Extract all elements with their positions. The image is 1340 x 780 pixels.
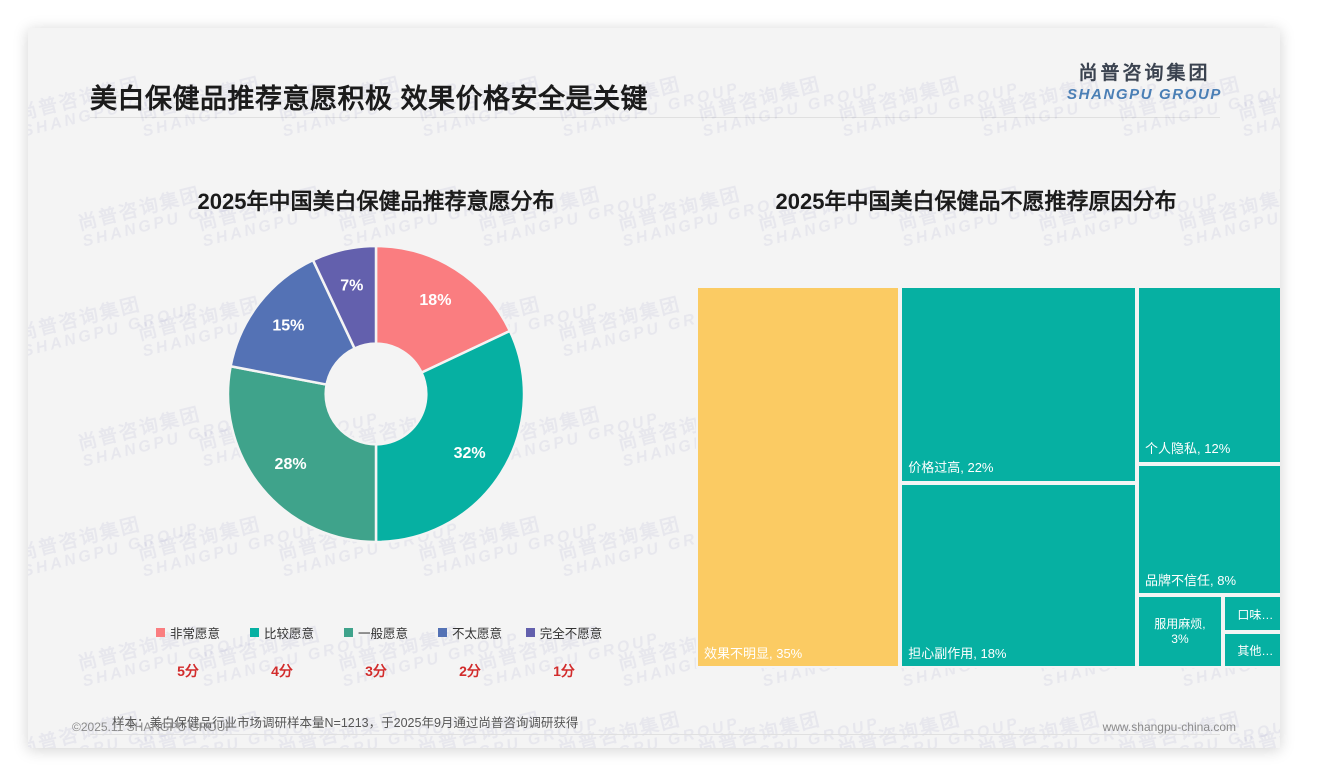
header-divider [90, 117, 1220, 118]
legend-entry: 不太愿意 [437, 623, 502, 642]
legend-entry: 比较愿意 [249, 623, 314, 642]
legend-entry: 一般愿意 [343, 623, 408, 642]
legend-entry: 完全不愿意 [525, 623, 603, 642]
legend-score: 4分 [271, 663, 293, 679]
legend-swatch-icon [155, 628, 165, 637]
treemap-chart-title: 2025年中国美白保健品不愿推荐原因分布 [775, 189, 1177, 214]
treemap-tile-label: 其他… [1237, 643, 1274, 656]
donut-slice-label: 32% [454, 445, 486, 462]
legend-item[interactable]: 一般愿意 3分 [329, 623, 423, 681]
legend-label: 比较愿意 [263, 627, 314, 641]
legend-score: 2分 [459, 663, 481, 679]
legend-swatch-icon [437, 628, 447, 637]
treemap-tile[interactable]: 个人隐私, 12% [1137, 286, 1280, 464]
donut-legend: 非常愿意 5分 比较愿意 4分 一般愿意 3分 不太愿意 2分 完全不愿意 1分 [76, 623, 676, 681]
footer-copyright: ©2025.11 SHANGPU GROUP [72, 720, 234, 734]
treemap-tile-label: 口味… [1237, 607, 1274, 620]
donut-slice-label: 28% [275, 456, 307, 473]
slide-header: 美白保健品推荐意愿积极 效果价格安全是关键 尚普咨询集团 SHANGPU GRO… [28, 28, 1280, 118]
legend-item[interactable]: 非常愿意 5分 [141, 623, 235, 681]
treemap-tile-label: 担心副作用, 18% [908, 645, 1007, 661]
treemap-tile[interactable]: 口味… [1222, 595, 1280, 632]
legend-item[interactable]: 不太愿意 2分 [423, 623, 517, 681]
legend-score: 5分 [177, 663, 199, 679]
legend-entry: 非常愿意 [155, 623, 220, 642]
page-title: 美白保健品推荐意愿积极 效果价格安全是关键 [90, 84, 649, 114]
treemap-tile-label: 价格过高, 22% [908, 460, 994, 476]
donut-slice[interactable] [374, 244, 512, 375]
treemap-tile[interactable]: 品牌不信任, 8% [1137, 463, 1280, 596]
treemap-chart-panel: 2025年中国美白保健品不愿推荐原因分布 效果不明显, 35% 价格过高, 22%… [676, 168, 1280, 708]
donut-slice-label: 15% [272, 318, 304, 335]
treemap-tile[interactable]: 服用麻烦, 3% [1137, 595, 1223, 668]
donut-slice-label: 18% [419, 292, 451, 309]
donut-svg: 18% 32% 28% 15% 7% [226, 244, 526, 544]
legend-swatch-icon [343, 628, 353, 637]
sample-footnote: 样本：美白保健品行业市场调研样本量N=1213，于2025年9月通过尚普咨询调研… [112, 716, 579, 730]
donut-chart-title: 2025年中国美白保健品推荐意愿分布 [197, 189, 555, 214]
legend-swatch-icon [249, 628, 259, 637]
treemap-tile-label: 个人隐私, 12% [1145, 441, 1231, 457]
treemap-tile-label: 效果不明显, 35% [704, 645, 803, 661]
footer-website[interactable]: www.shangpu-china.com [1102, 720, 1236, 734]
logo-text-en: SHANGPU GROUP [1067, 85, 1222, 103]
treemap-tile[interactable]: 其他… [1222, 631, 1280, 668]
brand-logo: 尚普咨询集团 SHANGPU GROUP [1067, 62, 1222, 104]
footnote-divider [90, 734, 1220, 735]
slide-card: 尚普咨询集团 SHANGPU GROUP 尚普咨询集团 SHANGPU GROUP 尚普… [28, 28, 1280, 748]
legend-swatch-icon [525, 628, 535, 637]
treemap-chart: 效果不明显, 35% 价格过高, 22% 担心副作用, 18% 个人隐私, 12% 品牌… [696, 286, 1280, 668]
treemap-tile[interactable]: 价格过高, 22% [900, 286, 1138, 483]
slide-footer: ©2025.11 SHANGPU GROUP www.shangpu-china… [28, 708, 1280, 748]
donut-slice-label: 7% [340, 277, 363, 294]
legend-label: 一般愿意 [357, 627, 408, 641]
legend-item[interactable]: 比较愿意 4分 [235, 623, 329, 681]
legend-label: 不太愿意 [451, 627, 502, 641]
legend-score: 3分 [365, 663, 387, 679]
legend-label: 非常愿意 [169, 627, 220, 641]
treemap-tile-label: 品牌不信任, 8% [1145, 573, 1237, 589]
donut-slice[interactable] [374, 329, 526, 544]
donut-chart: 18% 32% 28% 15% 7% [226, 244, 526, 544]
treemap-tile[interactable]: 效果不明显, 35% [696, 286, 901, 668]
treemap-tile-label: 服用麻烦, 3% [1154, 616, 1206, 646]
treemap-tile[interactable]: 担心副作用, 18% [900, 482, 1138, 668]
legend-item[interactable]: 完全不愿意 1分 [517, 623, 611, 681]
legend-score: 1分 [553, 663, 575, 679]
donut-chart-panel: 2025年中国美白保健品推荐意愿分布 18% 32% 28% 15% 7% 非常愿意 5分… [76, 168, 676, 708]
donut-slice[interactable] [311, 244, 378, 351]
logo-text-cn: 尚普咨询集团 [1078, 63, 1211, 84]
donut-slice[interactable] [226, 364, 378, 544]
legend-label: 完全不愿意 [539, 627, 603, 641]
donut-slice[interactable] [229, 258, 357, 387]
